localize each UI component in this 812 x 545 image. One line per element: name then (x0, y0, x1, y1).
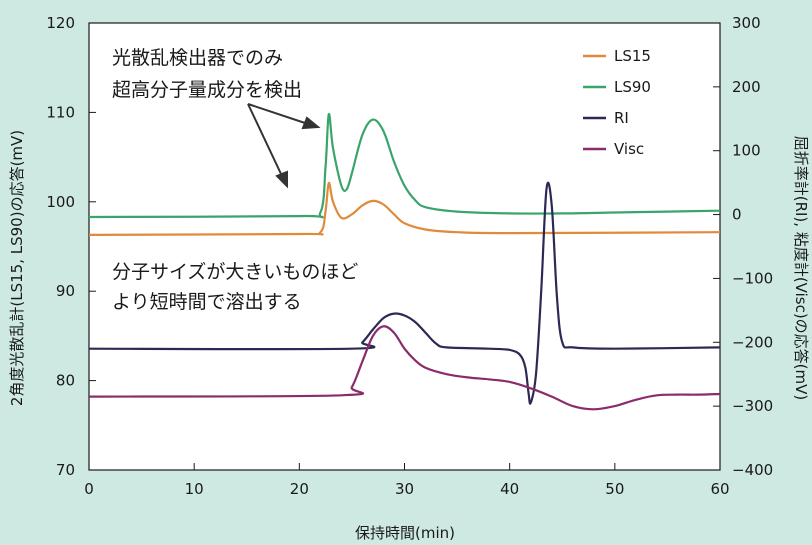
annotation-size-line1: 分子サイズが大きいものほど (112, 261, 358, 283)
axis-ticks: 0 10 20 30 40 50 60 70 80 90 100 110 120 −400 −300 −200… (46, 14, 773, 498)
y-left-tick-label: 80 (56, 372, 75, 390)
x-tick-label: 40 (500, 480, 519, 498)
y-right-tick-label: −200 (732, 333, 773, 351)
y-axis-left-label: 2角度光散乱計(LS15, LS90)の応答(mV) (8, 130, 26, 406)
x-tick-label: 20 (290, 480, 309, 498)
x-tick-label: 30 (395, 480, 414, 498)
y-right-tick-label: 100 (732, 142, 761, 160)
y-axis-right-label: 屈折率計(RI), 粘度計(Visc)の応答(mV) (792, 136, 810, 401)
legend-label-ri: RI (614, 109, 629, 127)
y-right-tick-label: 300 (732, 14, 761, 32)
series-line-ri (88, 181, 721, 405)
series-layer (88, 113, 721, 411)
y-left-tick-label: 70 (56, 461, 75, 479)
legend-label-visc: Visc (614, 140, 644, 158)
x-tick-label: 10 (185, 480, 204, 498)
annotation-size-line2: より短時間で溶出する (112, 291, 302, 313)
x-tick-label: 50 (605, 480, 624, 498)
y-right-tick-label: 0 (732, 206, 742, 224)
annotation-arrowhead-1 (301, 116, 321, 130)
x-tick-label: 0 (84, 480, 94, 498)
x-tick-label: 60 (710, 480, 729, 498)
annotation-arrows (247, 103, 321, 189)
y-right-tick-label: 200 (732, 78, 761, 96)
annotation-arrow-1 (247, 103, 309, 125)
y-left-tick-label: 110 (46, 103, 75, 121)
legend-label-ls15: LS15 (614, 47, 651, 65)
annotation-ls-only-line2: 超高分子量成分を検出 (112, 79, 302, 101)
y-left-tick-label: 120 (46, 14, 75, 32)
annotation-ls-only-line1: 光散乱検出器でのみ (112, 47, 283, 69)
y-right-tick-label: −300 (732, 397, 773, 415)
series-line-visc (88, 325, 721, 411)
series-line-ls15 (88, 181, 721, 236)
y-right-tick-label: −400 (732, 461, 773, 479)
y-left-tick-label: 100 (46, 193, 75, 211)
annotation-arrow-2 (247, 103, 283, 177)
legend: LS15 LS90 RI Visc (583, 47, 651, 158)
legend-label-ls90: LS90 (614, 78, 651, 96)
annotation-arrowhead-2 (275, 170, 288, 189)
y-right-tick-label: −100 (732, 269, 773, 287)
y-left-tick-label: 90 (56, 282, 75, 300)
series-line-ls90 (88, 113, 721, 219)
x-axis-label: 保持時間(min) (355, 524, 455, 542)
